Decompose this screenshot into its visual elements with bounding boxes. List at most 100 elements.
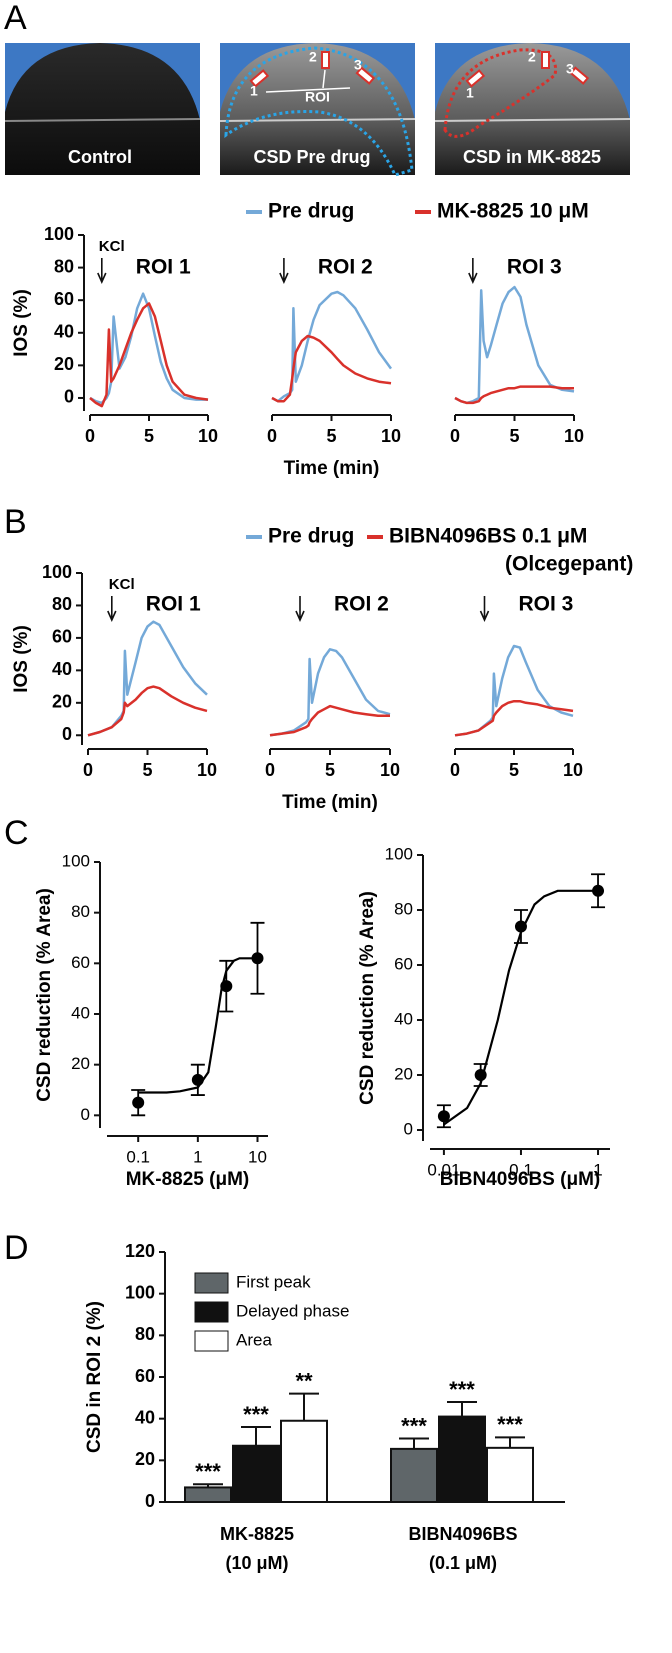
- x-tick-label: MK-8825: [220, 1524, 294, 1544]
- legend-swatch: [194, 1301, 229, 1323]
- data-point: [251, 952, 264, 965]
- x-tick-label: 10: [381, 426, 401, 446]
- kcl-label: KCl: [109, 576, 135, 593]
- bar: [232, 1444, 280, 1503]
- x-axis-title: MK-8825 (μM): [126, 1169, 250, 1190]
- y-tick-label: 100: [44, 224, 74, 244]
- x-tick-label: 0: [265, 760, 275, 780]
- trace: [454, 644, 574, 737]
- y-tick-label: 60: [135, 1366, 155, 1386]
- y-tick-label: 100: [42, 562, 72, 582]
- x-tick-label: 0: [450, 760, 460, 780]
- roi-number: 2: [528, 49, 536, 65]
- y-tick-label: 20: [54, 354, 74, 374]
- y-tick-label: 20: [71, 1054, 90, 1073]
- y-tick-label: 80: [394, 899, 413, 918]
- x-tick-label: 0: [450, 426, 460, 446]
- y-tick-label: 40: [135, 1407, 155, 1427]
- significance: ***: [497, 1412, 523, 1437]
- x-axis-title: Time (min): [284, 458, 380, 479]
- data-point: [132, 1096, 145, 1109]
- bar: [280, 1419, 328, 1503]
- error-bar: [289, 1392, 319, 1421]
- kcl-label: KCl: [99, 238, 125, 255]
- x-tick-label: 10: [563, 760, 583, 780]
- x-tick-label: 5: [142, 760, 152, 780]
- legend-label: Pre drug: [268, 200, 354, 223]
- significance: ***: [401, 1413, 427, 1438]
- x-tick-label: 5: [326, 426, 336, 446]
- y-tick-label: 20: [394, 1064, 413, 1083]
- x-tick-label: 10: [197, 760, 217, 780]
- image-caption: Control: [68, 147, 132, 167]
- data-point: [514, 920, 527, 933]
- y-tick-label: 100: [125, 1282, 155, 1302]
- bar: [184, 1486, 232, 1503]
- x-tick-label: 0.1: [509, 1160, 533, 1179]
- legend-note: (Olcegepant): [505, 553, 633, 576]
- kcl-arrow: [107, 596, 117, 622]
- legend-swatch: [194, 1330, 229, 1352]
- x-tick-label: 5: [144, 426, 154, 446]
- data-point: [474, 1069, 487, 1081]
- trace: [87, 620, 208, 737]
- y-tick-label: 80: [54, 256, 74, 276]
- trace: [269, 704, 390, 737]
- data-point: [592, 884, 605, 897]
- y-axis-title: CSD in ROI 2 (%): [84, 1301, 105, 1453]
- subplot-title: ROI 3: [507, 256, 562, 279]
- x-tick-label: 0: [267, 426, 277, 446]
- trace: [454, 699, 574, 737]
- legend-label: First peak: [236, 1272, 311, 1291]
- bar: [438, 1415, 486, 1504]
- y-tick-label: 80: [135, 1324, 155, 1344]
- trace: [87, 685, 208, 737]
- kcl-arrow: [479, 596, 490, 622]
- legend-label: BIBN4096BS 0.1 μM: [389, 525, 587, 548]
- y-tick-label: 0: [62, 724, 72, 744]
- x-axis-title: Time (min): [282, 792, 378, 813]
- y-tick-label: 60: [52, 627, 72, 647]
- kcl-arrow: [295, 596, 305, 622]
- x-tick-label: 0.01: [427, 1160, 460, 1179]
- data-point: [220, 980, 233, 993]
- roi-number: 1: [466, 85, 474, 101]
- x-tick-label: BIBN4096BS: [408, 1524, 517, 1544]
- error-bar: [447, 1401, 477, 1417]
- y-tick-label: 60: [71, 953, 90, 972]
- significance: **: [295, 1368, 313, 1393]
- panel-label: A: [4, 0, 27, 37]
- x-tick-label: 5: [325, 760, 335, 780]
- error-bar: [193, 1483, 223, 1488]
- x-tick-label: 0: [85, 426, 95, 446]
- subplot-title: ROI 2: [334, 593, 389, 616]
- x-tick-label: 5: [509, 426, 519, 446]
- roi-number: 3: [354, 57, 362, 73]
- x-tick-label: 1: [593, 1160, 602, 1179]
- y-axis-title: IOS (%): [11, 289, 32, 357]
- fit-curve: [138, 957, 258, 1094]
- panel-label: B: [4, 503, 27, 541]
- bar: [486, 1446, 534, 1504]
- trace: [89, 292, 208, 405]
- x-tick-note: (10 μM): [225, 1553, 288, 1573]
- trace: [269, 648, 391, 737]
- y-axis-title: CSD reduction (% Area): [34, 888, 55, 1102]
- x-tick-label: 0.1: [126, 1147, 150, 1166]
- y-tick-label: 0: [404, 1119, 413, 1138]
- y-tick-label: 80: [71, 902, 90, 921]
- y-tick-label: 20: [52, 692, 72, 712]
- legend-label: Delayed phase: [236, 1301, 349, 1320]
- legend-label: Pre drug: [268, 525, 354, 548]
- legend-label: Area: [236, 1330, 272, 1349]
- image-control: Control: [4, 43, 201, 175]
- y-tick-label: 40: [71, 1003, 90, 1022]
- legend-label: MK-8825 10 μM: [437, 200, 589, 223]
- y-tick-label: 100: [385, 844, 413, 863]
- subplot-title: ROI 1: [146, 593, 201, 616]
- subplot-title: ROI 1: [136, 256, 191, 279]
- panel-label: D: [4, 1229, 29, 1267]
- y-tick-label: 0: [145, 1491, 155, 1511]
- significance: ***: [195, 1459, 221, 1484]
